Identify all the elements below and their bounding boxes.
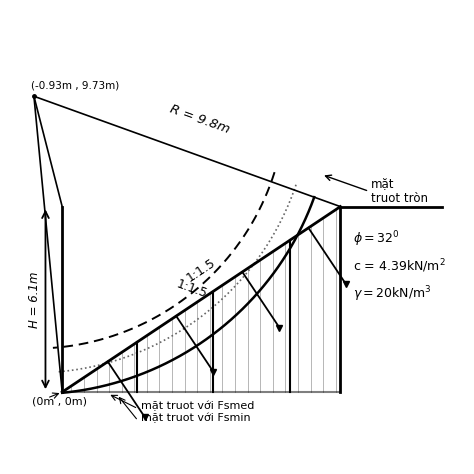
Text: mặt truot với Fsmed: mặt truot với Fsmed bbox=[141, 401, 255, 411]
Text: mặt truot với Fsmin: mặt truot với Fsmin bbox=[141, 412, 251, 423]
Text: 1:1.5: 1:1.5 bbox=[184, 255, 218, 284]
Text: mặt
truot tròn: mặt truot tròn bbox=[371, 177, 428, 205]
Text: (-0.93m , 9.73m): (-0.93m , 9.73m) bbox=[31, 80, 119, 90]
Text: c = 4.39kN/m$^2$: c = 4.39kN/m$^2$ bbox=[353, 257, 446, 274]
Text: $\phi = 32^0$: $\phi = 32^0$ bbox=[353, 229, 399, 249]
Text: 1:1.5: 1:1.5 bbox=[175, 277, 210, 300]
Text: (0m , 0m): (0m , 0m) bbox=[32, 397, 87, 407]
Text: R = 9.8m: R = 9.8m bbox=[168, 103, 231, 136]
Text: H = 6.1m: H = 6.1m bbox=[28, 271, 41, 328]
Text: $\gamma = 20$kN/m$^3$: $\gamma = 20$kN/m$^3$ bbox=[353, 284, 431, 303]
